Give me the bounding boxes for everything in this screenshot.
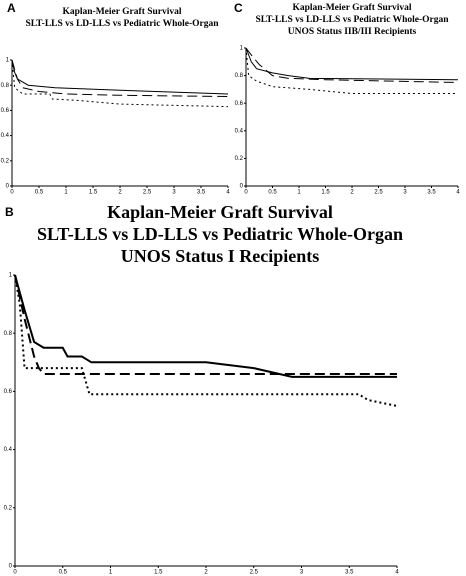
- x-tick-label: 1: [109, 570, 113, 576]
- x-tick-label: 1: [64, 190, 68, 196]
- y-tick-label: 0: [240, 184, 244, 190]
- x-tick-label: 3.5: [345, 570, 354, 576]
- x-tick-label: 0.5: [35, 190, 44, 196]
- chart-title: UNOS Status I Recipients: [121, 246, 320, 266]
- x-tick-label: 4: [226, 190, 230, 196]
- y-tick-label: 1: [240, 46, 244, 52]
- y-tick-label: 0: [9, 564, 13, 570]
- x-tick-label: 2.5: [250, 570, 259, 576]
- y-tick-label: 0: [6, 184, 10, 190]
- survival-curve: [245, 47, 458, 95]
- x-tick-label: 0.5: [268, 190, 277, 196]
- survival-curve: [14, 274, 398, 407]
- y-tick-label: 0.2: [4, 505, 13, 511]
- survival-curve: [245, 47, 459, 83]
- survival-curve: [11, 59, 229, 95]
- y-tick-label: 0.4: [235, 128, 244, 134]
- x-tick-label: 3.5: [427, 190, 436, 196]
- panel-label: A: [7, 1, 16, 15]
- chart-title: Kaplan-Meier Graft Survival: [62, 7, 181, 17]
- survival-curve: [11, 59, 229, 108]
- panel-label: B: [5, 205, 14, 219]
- chart-title: Kaplan-Meier Graft Survival: [292, 3, 411, 13]
- x-tick-label: 0: [10, 190, 14, 196]
- x-tick-label: 1.5: [154, 570, 163, 576]
- chart-title: SLT-LLS vs LD-LLS vs Pediatric Whole-Org…: [255, 15, 449, 25]
- x-tick-label: 2.5: [374, 190, 383, 196]
- x-tick-label: 2.5: [143, 190, 152, 196]
- y-tick-label: 0.4: [1, 133, 10, 139]
- survival-curve: [14, 274, 397, 375]
- x-tick-label: 2: [118, 190, 122, 196]
- panel-label: C: [234, 1, 243, 15]
- y-tick-label: 0.6: [1, 108, 10, 114]
- chart-title: SLT-LLS vs LD-LLS vs Pediatric Whole-Org…: [25, 19, 219, 29]
- y-tick-label: 0.8: [235, 73, 244, 79]
- x-tick-label: 0: [244, 190, 248, 196]
- y-tick-label: 0.2: [1, 158, 10, 164]
- survival-curve: [245, 47, 459, 81]
- y-tick-label: 0.8: [1, 83, 10, 89]
- x-tick-label: 4: [395, 570, 399, 576]
- y-tick-label: 0.8: [4, 331, 13, 337]
- chart-title: UNOS Status IIB/III Recipients: [288, 27, 417, 37]
- x-tick-label: 4: [456, 190, 460, 196]
- x-tick-label: 1.5: [89, 190, 98, 196]
- y-tick-label: 1: [9, 273, 13, 279]
- y-tick-label: 0.6: [235, 101, 244, 107]
- x-tick-label: 0: [13, 570, 17, 576]
- x-tick-label: 2: [350, 190, 354, 196]
- chart-title: SLT-LLS vs LD-LLS vs Pediatric Whole-Org…: [37, 224, 403, 244]
- x-tick-label: 3: [300, 570, 304, 576]
- y-tick-label: 1: [6, 58, 10, 64]
- x-tick-label: 2: [204, 570, 208, 576]
- x-tick-label: 3: [172, 190, 176, 196]
- y-tick-label: 0.4: [4, 447, 13, 453]
- x-tick-label: 3.5: [197, 190, 206, 196]
- chart-title: Kaplan-Meier Graft Survival: [107, 202, 333, 222]
- survival-curve: [11, 59, 229, 98]
- x-tick-label: 1.5: [321, 190, 330, 196]
- x-tick-label: 1: [297, 190, 301, 196]
- y-tick-label: 0.6: [4, 389, 13, 395]
- survival-curve: [14, 274, 397, 378]
- y-tick-label: 0.2: [235, 156, 244, 162]
- x-tick-label: 0.5: [59, 570, 68, 576]
- x-tick-label: 3: [403, 190, 407, 196]
